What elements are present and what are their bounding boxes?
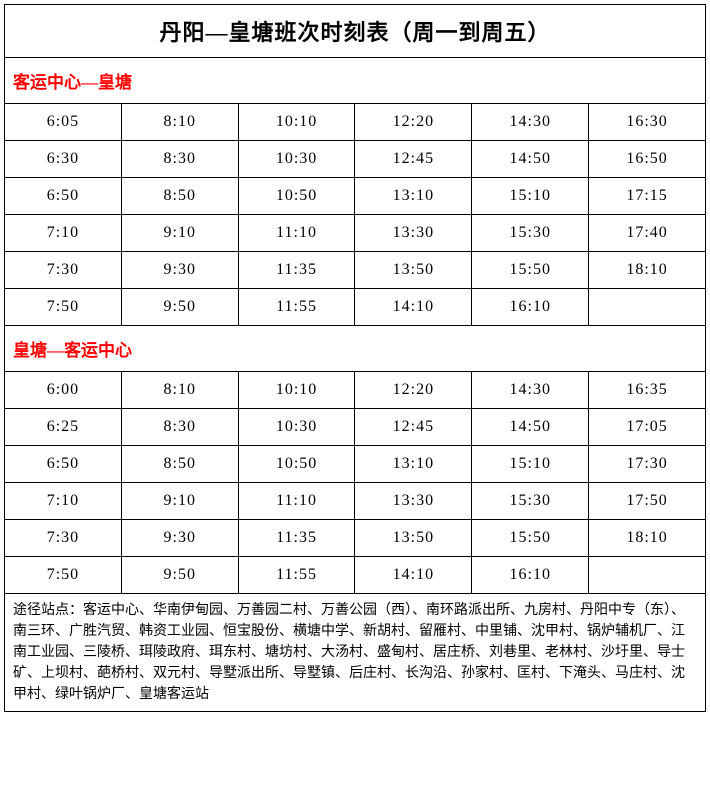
section2-body: 6:008:1010:1012:2014:3016:356:258:3010:3…: [5, 372, 706, 594]
section2-cell: 13:10: [355, 446, 472, 483]
section2-cell: 8:10: [121, 372, 238, 409]
section1-cell: 9:50: [121, 289, 238, 326]
section2-row: 6:008:1010:1012:2014:3016:35: [5, 372, 706, 409]
section2-cell: 8:50: [121, 446, 238, 483]
section1-header: 客运中心—皇塘: [5, 58, 706, 104]
section1-cell: 8:10: [121, 104, 238, 141]
section1-cell: 13:10: [355, 178, 472, 215]
section2-row: 7:309:3011:3513:5015:5018:10: [5, 520, 706, 557]
section1-cell: 17:40: [589, 215, 706, 252]
section2-cell: 9:30: [121, 520, 238, 557]
section1-header-row: 客运中心—皇塘: [5, 58, 706, 104]
section1-row: 6:058:1010:1012:2014:3016:30: [5, 104, 706, 141]
section1-cell: [589, 289, 706, 326]
section2-cell: 12:45: [355, 409, 472, 446]
section1-row: 7:309:3011:3513:5015:5018:10: [5, 252, 706, 289]
section1-cell: 7:50: [5, 289, 122, 326]
section1-cell: 12:45: [355, 141, 472, 178]
section2-cell: 11:55: [238, 557, 355, 594]
section1-cell: 16:30: [589, 104, 706, 141]
section2-cell: 17:50: [589, 483, 706, 520]
section2-cell: 6:50: [5, 446, 122, 483]
section2-cell: 7:50: [5, 557, 122, 594]
section2-cell: 10:50: [238, 446, 355, 483]
section1-cell: 15:50: [472, 252, 589, 289]
section2-cell: 17:05: [589, 409, 706, 446]
section1-cell: 11:10: [238, 215, 355, 252]
footnote-row: 途径站点：客运中心、华南伊甸园、万善园二村、万善公园（西）、南环路派出所、九房村…: [5, 594, 706, 712]
section2-cell: 11:35: [238, 520, 355, 557]
section1-cell: 9:30: [121, 252, 238, 289]
section1-cell: 11:55: [238, 289, 355, 326]
section2-cell: 17:30: [589, 446, 706, 483]
section2-cell: [589, 557, 706, 594]
page-title: 丹阳—皇塘班次时刻表（周一到周五）: [5, 5, 706, 58]
section1-cell: 15:10: [472, 178, 589, 215]
section2-cell: 13:30: [355, 483, 472, 520]
section2-cell: 7:30: [5, 520, 122, 557]
section1-cell: 13:30: [355, 215, 472, 252]
section2-cell: 14:30: [472, 372, 589, 409]
footnote-text: 途径站点：客运中心、华南伊甸园、万善园二村、万善公园（西）、南环路派出所、九房村…: [5, 594, 706, 712]
section1-cell: 9:10: [121, 215, 238, 252]
section2-cell: 16:35: [589, 372, 706, 409]
section2-cell: 18:10: [589, 520, 706, 557]
section2-row: 6:258:3010:3012:4514:5017:05: [5, 409, 706, 446]
section2-cell: 9:50: [121, 557, 238, 594]
section2-row: 7:109:1011:1013:3015:3017:50: [5, 483, 706, 520]
section2-cell: 10:30: [238, 409, 355, 446]
section1-cell: 6:30: [5, 141, 122, 178]
section2-cell: 16:10: [472, 557, 589, 594]
section1-body: 6:058:1010:1012:2014:3016:306:308:3010:3…: [5, 104, 706, 326]
section1-cell: 6:05: [5, 104, 122, 141]
title-row: 丹阳—皇塘班次时刻表（周一到周五）: [5, 5, 706, 58]
section2-header: 皇塘—客运中心: [5, 326, 706, 372]
section1-cell: 13:50: [355, 252, 472, 289]
section2-cell: 15:30: [472, 483, 589, 520]
section1-cell: 11:35: [238, 252, 355, 289]
section2-cell: 13:50: [355, 520, 472, 557]
section1-row: 7:509:5011:5514:1016:10: [5, 289, 706, 326]
section1-cell: 10:30: [238, 141, 355, 178]
section1-cell: 16:10: [472, 289, 589, 326]
section1-cell: 14:50: [472, 141, 589, 178]
section1-cell: 14:10: [355, 289, 472, 326]
section1-row: 6:308:3010:3012:4514:5016:50: [5, 141, 706, 178]
section2-cell: 6:00: [5, 372, 122, 409]
section1-cell: 16:50: [589, 141, 706, 178]
timetable-container: 丹阳—皇塘班次时刻表（周一到周五） 客运中心—皇塘 6:058:1010:101…: [4, 4, 706, 712]
section2-header-row: 皇塘—客运中心: [5, 326, 706, 372]
section1-cell: 7:30: [5, 252, 122, 289]
section2-cell: 11:10: [238, 483, 355, 520]
section1-row: 7:109:1011:1013:3015:3017:40: [5, 215, 706, 252]
section1-cell: 15:30: [472, 215, 589, 252]
section2-cell: 6:25: [5, 409, 122, 446]
section1-row: 6:508:5010:5013:1015:1017:15: [5, 178, 706, 215]
section2-cell: 15:50: [472, 520, 589, 557]
section1-cell: 10:10: [238, 104, 355, 141]
section2-cell: 8:30: [121, 409, 238, 446]
section1-cell: 14:30: [472, 104, 589, 141]
section2-cell: 14:50: [472, 409, 589, 446]
section2-cell: 12:20: [355, 372, 472, 409]
section1-cell: 17:15: [589, 178, 706, 215]
section2-cell: 15:10: [472, 446, 589, 483]
section2-cell: 10:10: [238, 372, 355, 409]
section2-cell: 7:10: [5, 483, 122, 520]
section2-row: 6:508:5010:5013:1015:1017:30: [5, 446, 706, 483]
section2-cell: 9:10: [121, 483, 238, 520]
section2-row: 7:509:5011:5514:1016:10: [5, 557, 706, 594]
section1-cell: 8:50: [121, 178, 238, 215]
section2-cell: 14:10: [355, 557, 472, 594]
section1-cell: 12:20: [355, 104, 472, 141]
section1-cell: 10:50: [238, 178, 355, 215]
section1-cell: 8:30: [121, 141, 238, 178]
section1-cell: 7:10: [5, 215, 122, 252]
section1-cell: 6:50: [5, 178, 122, 215]
section1-cell: 18:10: [589, 252, 706, 289]
